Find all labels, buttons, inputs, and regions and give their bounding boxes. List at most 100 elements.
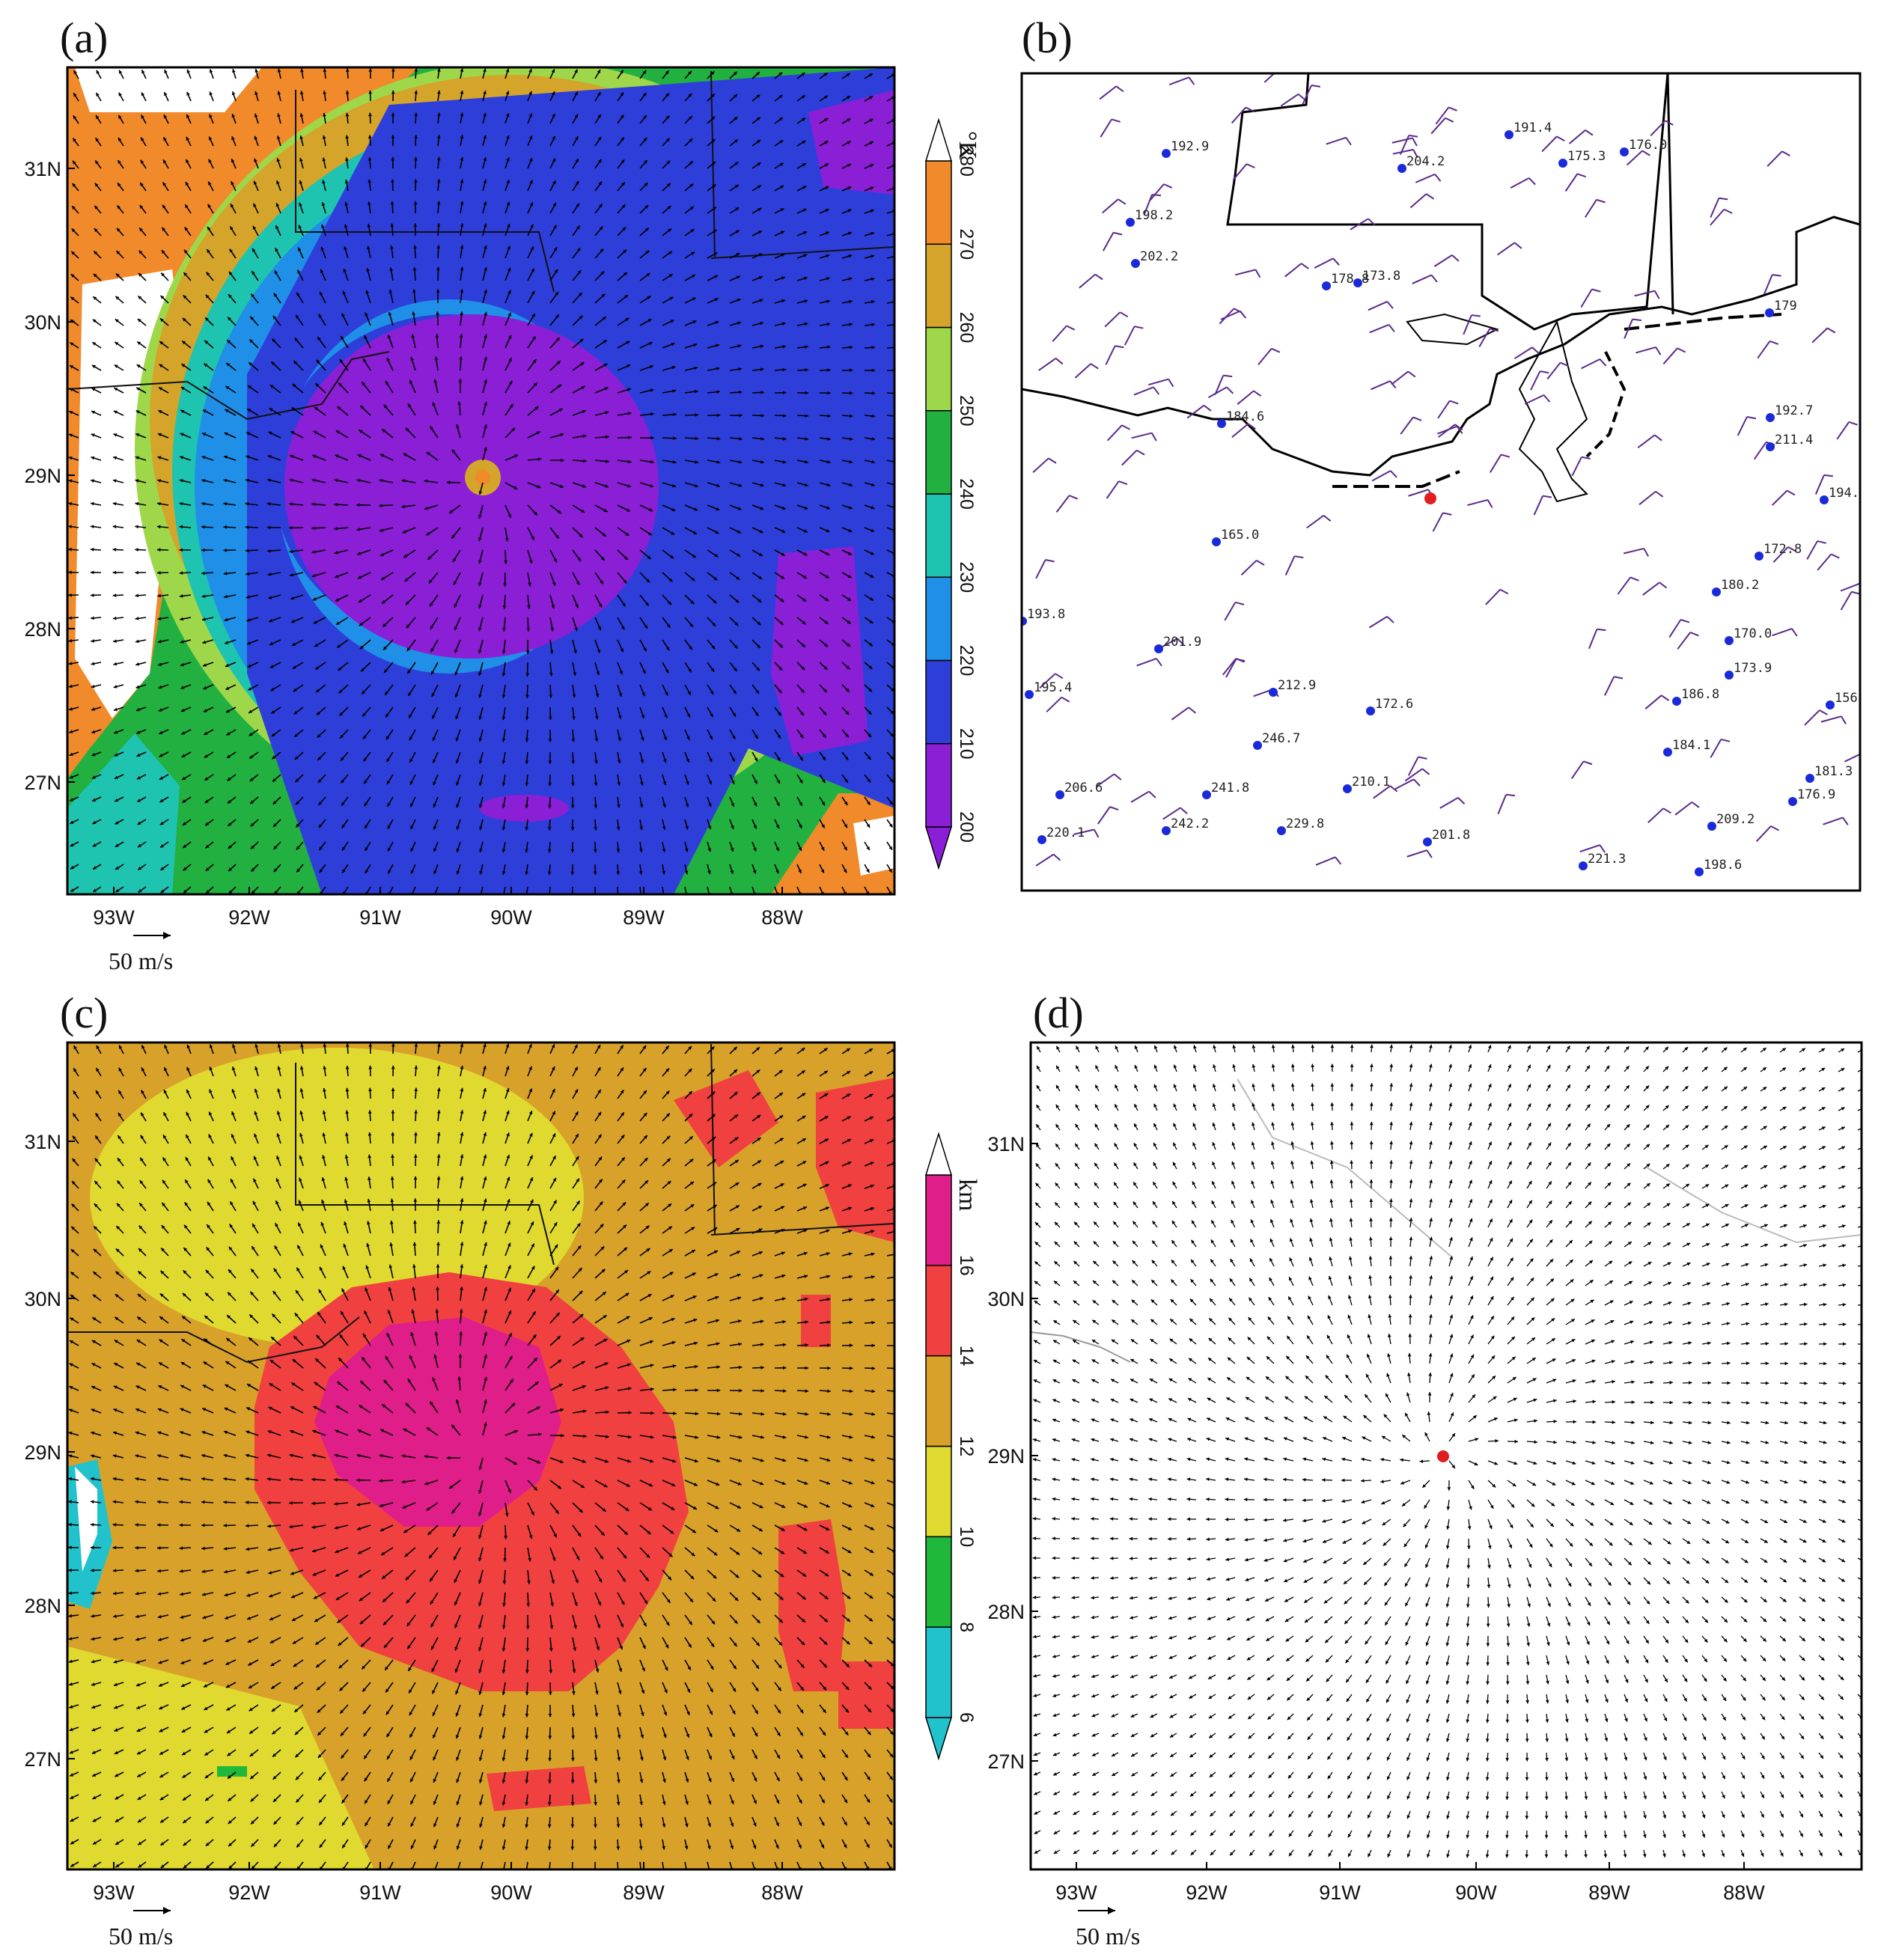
- wind-vector-head: [484, 447, 487, 451]
- wind-vector-head: [504, 561, 508, 564]
- wind-vector-head: [276, 158, 281, 162]
- wind-barb: [1231, 423, 1249, 439]
- wind-vector-head: [413, 1198, 418, 1202]
- wind-vector-head: [316, 1334, 320, 1339]
- wind-vector-head: [688, 93, 692, 97]
- wind-vector-head: [232, 1044, 236, 1048]
- wind-barb-flag: [1066, 325, 1076, 331]
- wind-vector-head: [871, 1230, 875, 1233]
- colorbar-unit: °K: [954, 131, 981, 160]
- wind-vector-head: [320, 1244, 324, 1248]
- wind-barb: [1541, 135, 1558, 153]
- wind-vector-head: [275, 248, 278, 252]
- wind-vector-head: [778, 689, 782, 694]
- wind-vector-head: [379, 528, 383, 532]
- wind-vector-head: [410, 803, 414, 807]
- wind-vector-head: [224, 594, 228, 599]
- wind-vector-head: [781, 276, 785, 280]
- wind-vector-head: [737, 1505, 741, 1509]
- wind-vector-head: [433, 825, 437, 830]
- wind-vector-head: [782, 391, 787, 395]
- wind-vector-head: [432, 715, 436, 719]
- wind-vector-head: [826, 345, 831, 349]
- wind-vector-head: [159, 754, 163, 757]
- wind-vector-head: [604, 1459, 609, 1463]
- wind-vector-head: [298, 225, 302, 229]
- wind-vector-head: [668, 1203, 672, 1207]
- wind-vector-head: [547, 827, 552, 831]
- wind-vector-head: [68, 1545, 72, 1550]
- wind-vector-head: [782, 1412, 787, 1416]
- wind-vector-head: [313, 1405, 317, 1410]
- wind-vector-head: [411, 334, 415, 338]
- wind-vector-head: [556, 1336, 561, 1340]
- wind-vector-head: [428, 579, 433, 584]
- wind-vector-head: [138, 1248, 142, 1252]
- wind-vector-head: [805, 414, 809, 418]
- wind-barb-flag: [1531, 346, 1540, 354]
- wind-vector-head: [604, 387, 609, 391]
- wind-vector-head: [647, 531, 652, 536]
- wind-vector-head: [273, 823, 277, 827]
- wind-vector-head: [359, 1405, 363, 1408]
- wind-vector-head: [507, 312, 511, 317]
- wind-vector-head: [413, 1220, 417, 1224]
- wind-barb-flag: [1253, 390, 1262, 397]
- wind-vector-head: [620, 1067, 624, 1072]
- wind-vector-head: [848, 506, 853, 510]
- wind-vector-head: [205, 1269, 210, 1274]
- wind-barb: [1642, 581, 1660, 596]
- wind-vector-head: [272, 1290, 277, 1295]
- wind-vector-head: [478, 738, 483, 742]
- wind-vector-head: [644, 228, 649, 232]
- wind-barb-flag: [1662, 807, 1671, 814]
- wind-vector-head: [139, 205, 144, 210]
- wind-vector-head: [710, 71, 715, 76]
- wind-vector-head: [502, 805, 506, 808]
- wind-vector-head: [483, 1132, 487, 1137]
- wind-vector-head: [232, 69, 236, 73]
- wind-vector-head: [598, 181, 603, 186]
- wind-vector-head: [159, 1316, 164, 1320]
- wind-vector-head: [430, 625, 434, 629]
- wind-barb-flag: [1368, 218, 1376, 226]
- wind-vector-head: [644, 1577, 649, 1581]
- wind-vector-head: [202, 1384, 207, 1388]
- wind-vector-head: [647, 1271, 651, 1275]
- wind-vector-head: [382, 623, 387, 627]
- station-marker: [1765, 308, 1774, 317]
- wind-vector-head: [201, 571, 205, 576]
- wind-vector-head: [70, 888, 75, 892]
- wind-vector-head: [756, 644, 760, 648]
- wind-vector-head: [758, 576, 763, 579]
- wind-barb: [1771, 489, 1788, 506]
- wind-vector-head: [225, 686, 230, 690]
- wind-vector-head: [625, 1292, 629, 1297]
- wind-barb-flag: [1543, 394, 1551, 403]
- wind-vector-head: [179, 1546, 183, 1551]
- wind-vector-head: [403, 554, 408, 558]
- wind-vector-head: [245, 525, 249, 529]
- wind-barb: [1409, 193, 1427, 209]
- wind-vector-head: [69, 730, 73, 733]
- wind-vector-head: [597, 91, 601, 96]
- wind-vector-head: [888, 868, 892, 873]
- panel-b-label: (b): [1022, 13, 1073, 62]
- wind-vector-head: [231, 1111, 235, 1116]
- station-marker: [1712, 587, 1721, 596]
- wind-vector: [886, 460, 894, 463]
- wind-vector-head: [552, 1133, 556, 1138]
- wind-vector-head: [382, 429, 386, 433]
- wind-vector-head: [692, 1272, 696, 1276]
- wind-barb: [1485, 589, 1501, 605]
- wind-vector-head: [322, 1132, 326, 1137]
- wind-vector-head: [826, 437, 831, 441]
- wind-vector-head: [247, 1384, 251, 1387]
- wind-barb-flag: [1168, 379, 1174, 388]
- wind-vector-head: [513, 486, 518, 489]
- wind-vector-head: [323, 68, 327, 73]
- wind-barb: [1634, 290, 1656, 297]
- wind-vector-head: [436, 90, 441, 94]
- wind-vector-head: [804, 1274, 808, 1278]
